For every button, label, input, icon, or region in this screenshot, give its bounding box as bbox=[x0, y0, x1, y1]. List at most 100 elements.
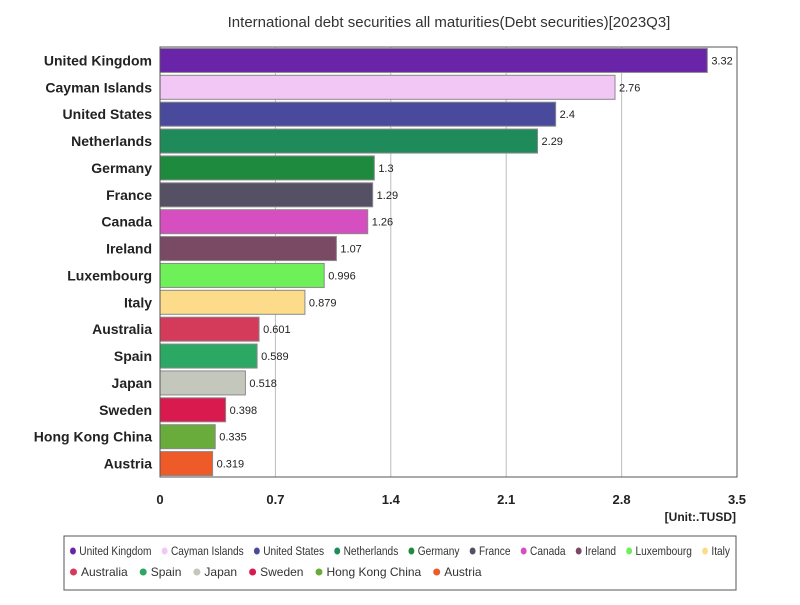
legend-label: Italy bbox=[711, 545, 730, 558]
category-label-ireland: Ireland bbox=[106, 241, 152, 257]
legend-marker bbox=[433, 568, 441, 576]
category-label-germany: Germany bbox=[91, 160, 152, 176]
legend-label: Hong Kong China bbox=[326, 565, 421, 579]
legend-marker bbox=[139, 568, 147, 576]
legend-item-canada: Canada bbox=[520, 545, 566, 558]
legend-marker bbox=[193, 568, 201, 576]
legend-marker bbox=[469, 547, 476, 555]
legend-marker bbox=[520, 547, 527, 555]
legend-item-hong-kong-china: Hong Kong China bbox=[315, 565, 422, 579]
bars: 3.32 2.76 2.4 2.29 1.3 1.29 1.26 1.07 0.996 0.879… bbox=[159, 47, 733, 477]
legend-label: Sweden bbox=[260, 565, 303, 579]
data-label-netherlands: 2.29 bbox=[542, 136, 563, 148]
bar-austria bbox=[159, 451, 214, 477]
bar-australia bbox=[159, 316, 260, 342]
legend-label: Germany bbox=[418, 545, 460, 558]
category-label-united-kingdom: United Kingdom bbox=[44, 52, 152, 68]
data-label-italy: 0.879 bbox=[309, 297, 337, 309]
legend-label: Austria bbox=[444, 565, 482, 579]
data-label-cayman-islands: 2.76 bbox=[619, 82, 640, 94]
category-label-italy: Italy bbox=[124, 294, 152, 310]
legend-marker bbox=[626, 547, 633, 555]
plot-border bbox=[159, 46, 738, 478]
legend: United Kingdom Cayman Islands United State… bbox=[63, 535, 737, 591]
data-label-france: 1.29 bbox=[377, 190, 398, 202]
legend-label: Ireland bbox=[585, 545, 616, 558]
data-label-australia: 0.601 bbox=[263, 324, 291, 336]
legend-item-australia: Australia bbox=[70, 565, 128, 579]
legend-item-italy: Italy bbox=[702, 545, 730, 558]
legend-marker bbox=[253, 547, 260, 555]
unit-label: [Unit:.TUSD] bbox=[665, 510, 736, 524]
legend-item-germany: Germany bbox=[408, 545, 460, 558]
category-label-canada: Canada bbox=[101, 214, 152, 230]
legend-label: France bbox=[479, 545, 511, 558]
category-labels: United Kingdom Cayman Islands United State… bbox=[34, 52, 152, 471]
category-label-luxembourg: Luxembourg bbox=[67, 267, 152, 283]
bar-luxembourg bbox=[159, 262, 325, 288]
legend-marker bbox=[70, 568, 77, 576]
legend-item-ireland: Ireland bbox=[575, 545, 616, 558]
legend-label: Japan bbox=[204, 565, 237, 579]
category-label-australia: Australia bbox=[92, 321, 152, 337]
data-label-luxembourg: 0.996 bbox=[328, 270, 356, 282]
data-label-united-states: 2.4 bbox=[560, 109, 575, 121]
data-label-spain: 0.589 bbox=[261, 351, 289, 363]
data-label-canada: 1.26 bbox=[372, 217, 393, 229]
x-tick-label: 3.5 bbox=[728, 492, 746, 507]
bar-germany bbox=[159, 155, 375, 181]
legend-label: Cayman Islands bbox=[171, 545, 244, 558]
bar-ireland bbox=[159, 236, 337, 262]
chart-title: International debt securities all maturi… bbox=[228, 14, 671, 31]
legend-item-france: France bbox=[469, 545, 511, 558]
bar-japan bbox=[159, 370, 246, 396]
bar-sweden bbox=[159, 397, 227, 423]
data-label-hong-kong-china: 0.335 bbox=[219, 432, 247, 444]
x-tick-label: 0.7 bbox=[266, 492, 284, 507]
category-label-netherlands: Netherlands bbox=[71, 133, 152, 149]
category-label-france: France bbox=[106, 187, 152, 203]
legend-item-spain: Spain bbox=[139, 565, 182, 579]
legend-label: Spain bbox=[151, 565, 182, 579]
x-tick-label: 0 bbox=[156, 492, 163, 507]
legend-marker bbox=[334, 547, 341, 555]
bar-italy bbox=[159, 289, 306, 315]
legend-label: Canada bbox=[530, 545, 566, 558]
legend-label: United States bbox=[263, 545, 324, 558]
category-label-spain: Spain bbox=[114, 348, 152, 364]
bar-spain bbox=[159, 343, 258, 369]
legend-item-luxembourg: Luxembourg bbox=[626, 545, 692, 558]
data-label-germany: 1.3 bbox=[378, 163, 393, 175]
data-label-united-kingdom: 3.32 bbox=[711, 55, 732, 67]
legend-item-japan: Japan bbox=[193, 565, 237, 579]
legend-marker bbox=[70, 547, 76, 555]
bar-united-states bbox=[159, 101, 557, 127]
legend-item-austria: Austria bbox=[433, 565, 482, 579]
bar-canada bbox=[159, 209, 369, 235]
legend-label: Netherlands bbox=[344, 545, 399, 558]
category-label-cayman-islands: Cayman Islands bbox=[45, 79, 152, 95]
category-label-japan: Japan bbox=[112, 375, 152, 391]
category-label-austria: Austria bbox=[104, 456, 152, 472]
category-label-sweden: Sweden bbox=[99, 402, 152, 418]
bar-cayman-islands bbox=[159, 74, 616, 100]
legend-label: Australia bbox=[81, 565, 128, 579]
legend-item-sweden: Sweden bbox=[249, 565, 303, 579]
legend-marker bbox=[315, 568, 323, 576]
legend-box bbox=[63, 535, 737, 591]
legend-item-cayman-islands: Cayman Islands bbox=[161, 545, 244, 558]
data-label-austria: 0.319 bbox=[217, 459, 245, 471]
x-tick-label: 2.8 bbox=[613, 492, 631, 507]
legend-item-united-kingdom: United Kingdom bbox=[70, 545, 151, 558]
legend-item-netherlands: Netherlands bbox=[334, 545, 399, 558]
x-axis-ticks: 0 0.7 1.4 2.1 2.8 3.5 bbox=[156, 492, 746, 507]
bar-united-kingdom bbox=[159, 47, 708, 73]
legend-marker bbox=[575, 547, 582, 555]
legend-marker bbox=[408, 547, 415, 555]
legend-label: Luxembourg bbox=[636, 545, 692, 558]
legend-marker bbox=[161, 547, 168, 555]
category-label-hong-kong-china: Hong Kong China bbox=[34, 429, 152, 445]
data-label-sweden: 0.398 bbox=[230, 405, 258, 417]
